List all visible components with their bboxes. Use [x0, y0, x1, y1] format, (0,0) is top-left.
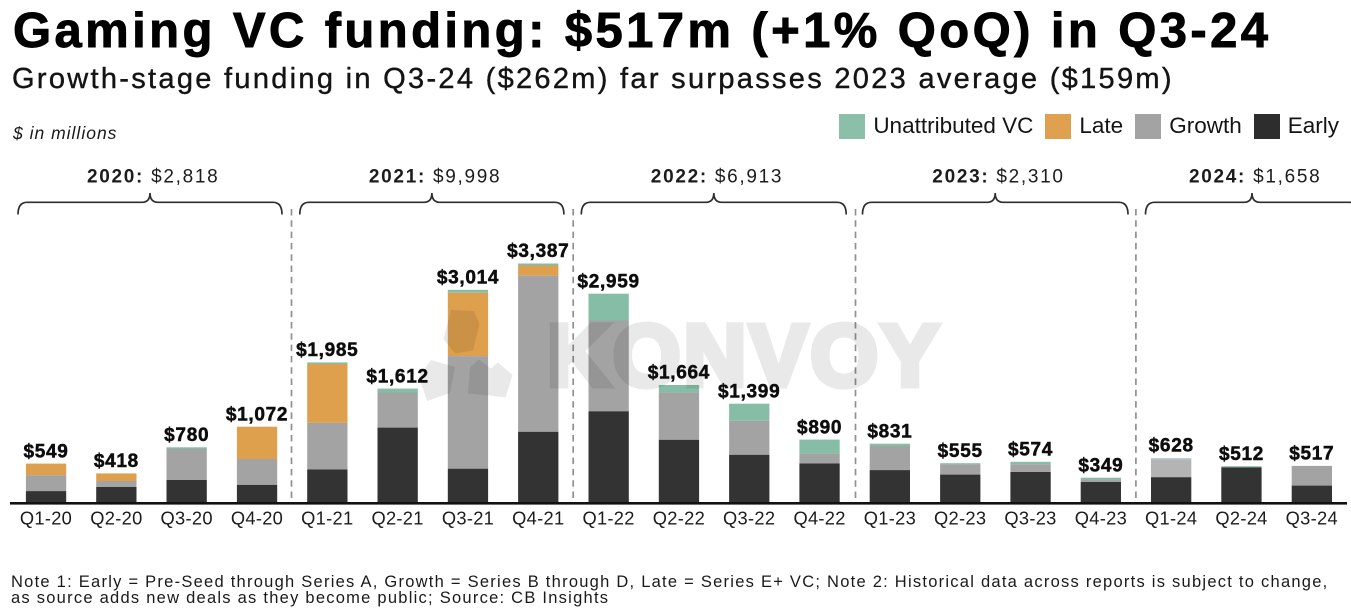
svg-text:Q4-21: Q4-21 — [512, 508, 564, 529]
svg-text:Q2-22: Q2-22 — [653, 508, 705, 529]
svg-text:Q1-20: Q1-20 — [20, 508, 72, 529]
svg-text:Q4-20: Q4-20 — [231, 508, 283, 529]
svg-text:KONVOY: KONVOY — [547, 308, 942, 405]
svg-text:$1,612: $1,612 — [366, 366, 428, 387]
svg-text:Q2-24: Q2-24 — [1215, 508, 1267, 529]
svg-text:Q2-20: Q2-20 — [90, 508, 142, 529]
svg-text:Q1-24: Q1-24 — [1145, 508, 1197, 529]
svg-text:$3,014: $3,014 — [437, 268, 499, 289]
svg-text:$890: $890 — [797, 417, 842, 438]
svg-text:2023: $2,310: 2023: $2,310 — [932, 166, 1064, 187]
svg-text:$1,399: $1,399 — [718, 381, 780, 402]
svg-text:$831: $831 — [867, 421, 912, 442]
svg-text:$628: $628 — [1149, 436, 1194, 457]
svg-text:2020: $2,818: 2020: $2,818 — [87, 166, 219, 187]
svg-text:Q1-23: Q1-23 — [864, 508, 916, 529]
svg-text:Q3-20: Q3-20 — [161, 508, 213, 529]
svg-text:Q3-21: Q3-21 — [442, 508, 494, 529]
svg-text:Q1-21: Q1-21 — [301, 508, 353, 529]
svg-text:$1,664: $1,664 — [648, 363, 710, 384]
svg-text:$1,985: $1,985 — [296, 340, 358, 361]
svg-text:$418: $418 — [94, 451, 139, 472]
svg-text:Q2-21: Q2-21 — [371, 508, 423, 529]
svg-text:$555: $555 — [938, 441, 983, 462]
svg-text:2021: $9,998: 2021: $9,998 — [369, 166, 501, 187]
svg-text:Q1-22: Q1-22 — [582, 508, 634, 529]
svg-text:$574: $574 — [1008, 440, 1053, 461]
svg-text:$1,072: $1,072 — [226, 404, 288, 425]
svg-text:Q3-23: Q3-23 — [1004, 508, 1056, 529]
svg-text:Q3-24: Q3-24 — [1286, 508, 1338, 529]
svg-text:2024: $1,658: 2024: $1,658 — [1189, 166, 1321, 187]
svg-text:Q4-22: Q4-22 — [793, 508, 845, 529]
svg-text:Q4-23: Q4-23 — [1075, 508, 1127, 529]
svg-text:$549: $549 — [23, 441, 68, 462]
svg-text:Q3-22: Q3-22 — [723, 508, 775, 529]
svg-text:Q2-23: Q2-23 — [934, 508, 986, 529]
svg-text:$2,959: $2,959 — [577, 271, 639, 292]
svg-text:$349: $349 — [1078, 455, 1123, 476]
svg-text:$3,387: $3,387 — [507, 241, 569, 262]
svg-text:$780: $780 — [164, 425, 209, 446]
svg-text:$517: $517 — [1289, 444, 1334, 465]
svg-text:2022: $6,913: 2022: $6,913 — [651, 166, 783, 187]
svg-text:$512: $512 — [1219, 444, 1264, 465]
